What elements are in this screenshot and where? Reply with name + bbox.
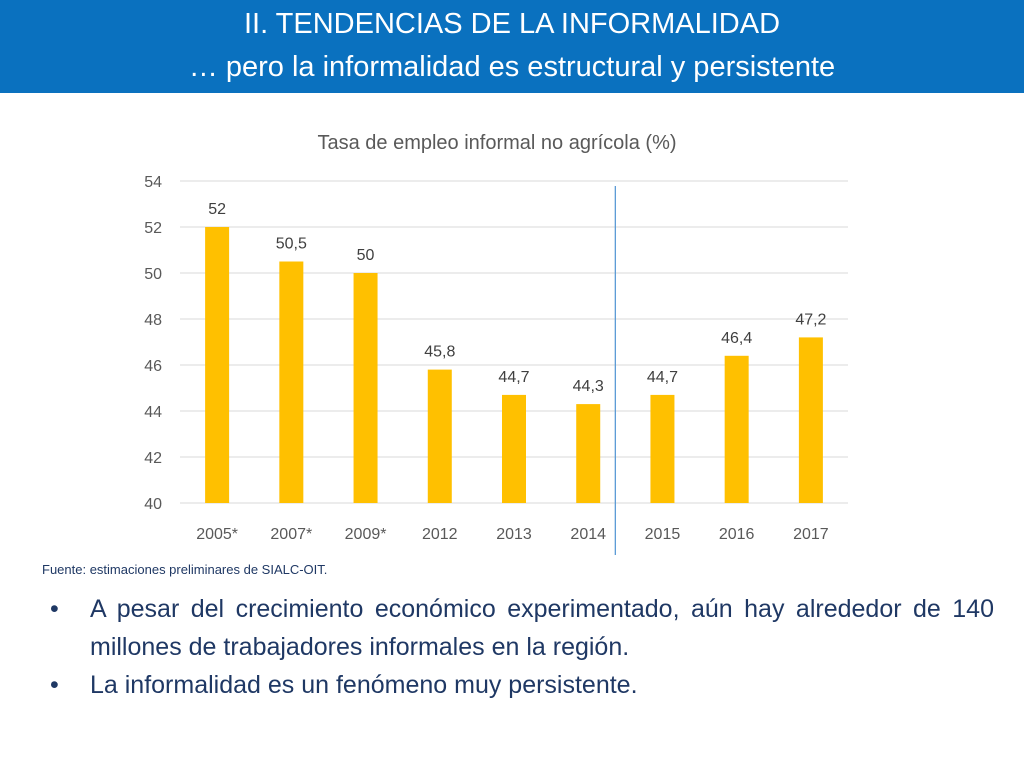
x-tick-label: 2009* bbox=[345, 526, 387, 543]
data-label: 45,8 bbox=[424, 344, 455, 361]
bar bbox=[353, 273, 378, 503]
bar bbox=[279, 261, 304, 503]
data-label: 50 bbox=[357, 247, 375, 264]
bar bbox=[724, 355, 749, 503]
bullet-text: A pesar del crecimiento económico experi… bbox=[90, 595, 994, 661]
bar-chart: Tasa de empleo informal no agrícola (%) … bbox=[144, 132, 848, 555]
x-tick-label: 2012 bbox=[422, 526, 458, 543]
bullet-list: • A pesar del crecimiento económico expe… bbox=[50, 590, 994, 704]
data-label: 44,3 bbox=[573, 378, 604, 395]
y-tick-label: 48 bbox=[144, 312, 162, 329]
data-label: 46,4 bbox=[721, 330, 752, 347]
x-tick-label: 2007* bbox=[270, 526, 312, 543]
x-tick-label: 2014 bbox=[570, 526, 606, 543]
bullet-text: La informalidad es un fenómeno muy persi… bbox=[90, 671, 638, 699]
bar bbox=[427, 369, 452, 503]
source-note: Fuente: estimaciones preliminares de SIA… bbox=[42, 562, 328, 577]
y-tick-label: 54 bbox=[144, 174, 162, 191]
x-tick-label: 2005* bbox=[196, 526, 238, 543]
slide-subtitle: … pero la informalidad es estructural y … bbox=[188, 51, 836, 83]
data-label: 44,7 bbox=[647, 369, 678, 386]
chart-title: Tasa de empleo informal no agrícola (%) bbox=[317, 132, 676, 154]
bar bbox=[205, 227, 230, 503]
data-label: 52 bbox=[208, 201, 226, 218]
x-tick-label: 2015 bbox=[645, 526, 681, 543]
bar bbox=[798, 337, 823, 503]
y-tick-label: 46 bbox=[144, 358, 162, 375]
slide-title: II. TENDENCIAS DE LA INFORMALIDAD bbox=[243, 8, 781, 40]
slide-header: II. TENDENCIAS DE LA INFORMALIDAD … pero… bbox=[0, 0, 1024, 93]
y-tick-label: 44 bbox=[144, 404, 162, 421]
data-label: 47,2 bbox=[795, 311, 826, 328]
bullet-item: • La informalidad es un fenómeno muy per… bbox=[50, 666, 994, 704]
bullet-marker: • bbox=[50, 595, 59, 623]
y-tick-label: 50 bbox=[144, 266, 162, 283]
bar bbox=[650, 394, 675, 503]
y-tick-label: 40 bbox=[144, 496, 162, 513]
bar bbox=[576, 404, 601, 503]
x-tick-label: 2016 bbox=[719, 526, 755, 543]
bullet-item: • A pesar del crecimiento económico expe… bbox=[50, 590, 994, 666]
x-tick-label: 2013 bbox=[496, 526, 532, 543]
data-label: 50,5 bbox=[276, 236, 307, 253]
bullet-marker: • bbox=[50, 671, 59, 699]
data-label: 44,7 bbox=[498, 369, 529, 386]
bar bbox=[502, 394, 526, 503]
x-tick-label: 2017 bbox=[793, 526, 829, 543]
y-tick-label: 52 bbox=[144, 220, 162, 237]
y-tick-label: 42 bbox=[144, 450, 162, 467]
